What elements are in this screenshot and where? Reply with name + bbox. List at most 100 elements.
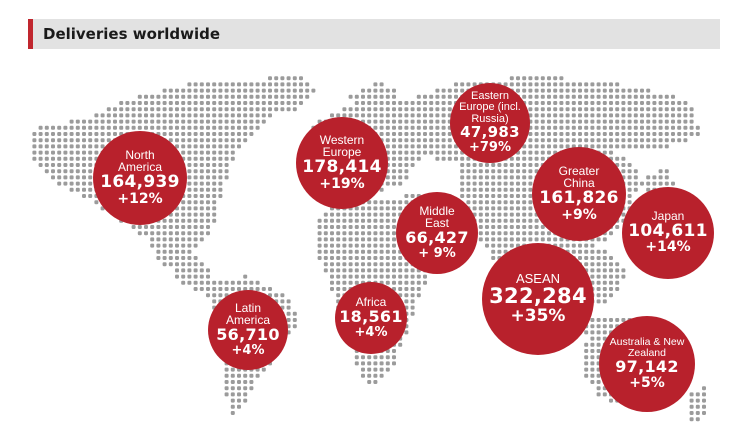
map-dot <box>392 94 396 99</box>
map-dot <box>702 404 706 409</box>
map-dot <box>175 138 179 143</box>
map-dot <box>497 206 502 211</box>
map-dot <box>553 76 558 81</box>
map-dot <box>367 88 372 93</box>
region-value: 18,561 <box>339 306 403 326</box>
map-dot <box>590 318 595 322</box>
map-dot <box>689 417 694 422</box>
map-dot <box>373 231 378 236</box>
map-dot <box>547 88 551 93</box>
map-dot <box>299 101 303 105</box>
map-dot <box>671 138 675 143</box>
map-dot <box>485 243 489 248</box>
map-dot <box>578 138 582 143</box>
map-dot <box>528 200 533 205</box>
map-dot <box>435 107 440 112</box>
map-dot <box>88 163 93 167</box>
region-growth: +9% <box>561 206 597 223</box>
map-dot <box>485 212 489 217</box>
map-dot <box>664 101 669 105</box>
map-dot <box>330 249 334 254</box>
map-dot <box>491 218 496 223</box>
map-dot <box>218 187 223 192</box>
map-dot <box>571 249 576 254</box>
map-dot <box>503 181 508 186</box>
map-dot <box>206 274 210 279</box>
map-dot <box>584 373 589 378</box>
map-dot <box>168 262 173 267</box>
map-dot <box>658 132 663 136</box>
map-dot <box>330 212 334 217</box>
map-dot <box>497 225 502 229</box>
map-dot <box>416 113 421 118</box>
map-dot <box>212 187 217 192</box>
map-dot <box>336 287 341 291</box>
map-dot <box>398 200 403 205</box>
map-dot <box>528 169 533 174</box>
map-dot <box>516 231 520 236</box>
region-name: Greater China <box>558 163 600 191</box>
map-dot <box>385 249 390 254</box>
map-dot <box>503 212 508 217</box>
map-dot <box>125 107 130 112</box>
map-dot <box>150 237 155 242</box>
map-dot <box>392 156 396 161</box>
map-dot <box>193 113 198 118</box>
map-dot <box>51 163 55 167</box>
map-dot <box>181 132 186 136</box>
map-dot <box>75 144 80 149</box>
map-dot <box>243 373 248 378</box>
map-dot <box>323 268 328 273</box>
map-dot <box>230 82 235 87</box>
map-dot <box>82 150 86 155</box>
map-dot <box>330 274 334 279</box>
map-dot <box>342 262 347 267</box>
map-dot <box>404 280 409 285</box>
map-dot <box>261 88 266 93</box>
map-dot <box>683 101 688 105</box>
map-dot <box>423 150 427 155</box>
map-dot <box>243 113 248 118</box>
map-dot <box>193 237 198 242</box>
map-dot <box>398 256 403 260</box>
map-dot <box>367 200 372 205</box>
map-dot <box>516 212 520 217</box>
map-dot <box>249 132 254 136</box>
map-dot <box>503 225 508 229</box>
map-dot <box>547 231 551 236</box>
map-dot <box>144 94 148 99</box>
map-dot <box>652 144 657 149</box>
map-dot <box>75 132 80 136</box>
map-dot <box>193 231 198 236</box>
map-dot <box>156 119 161 124</box>
map-dot <box>664 138 669 143</box>
map-dot <box>367 361 372 366</box>
map-dot <box>206 138 210 143</box>
map-dot <box>534 88 539 93</box>
map-dot <box>404 287 409 291</box>
map-dot <box>633 113 638 118</box>
map-dot <box>187 82 192 87</box>
map-dot <box>292 76 297 81</box>
map-dot <box>609 398 613 403</box>
map-dot <box>509 175 514 180</box>
map-dot <box>584 88 589 93</box>
region-name: Africa <box>355 295 387 310</box>
map-dot <box>199 225 204 229</box>
map-dot <box>398 163 403 167</box>
map-dot <box>38 125 43 130</box>
map-dot <box>398 150 403 155</box>
map-dot <box>410 299 415 304</box>
region-bubble-north-america: North America 164,939 +12% <box>93 131 187 225</box>
map-dot <box>125 119 130 124</box>
map-dot <box>652 132 657 136</box>
map-dot <box>330 218 334 223</box>
map-dot <box>609 268 613 273</box>
map-dot <box>323 243 328 248</box>
region-bubble-asean: ASEAN 322,284 +35% <box>482 243 594 355</box>
map-dot <box>168 231 173 236</box>
map-dot <box>385 243 390 248</box>
map-dot <box>677 125 682 130</box>
map-dot <box>354 206 359 211</box>
map-dot <box>441 107 446 112</box>
